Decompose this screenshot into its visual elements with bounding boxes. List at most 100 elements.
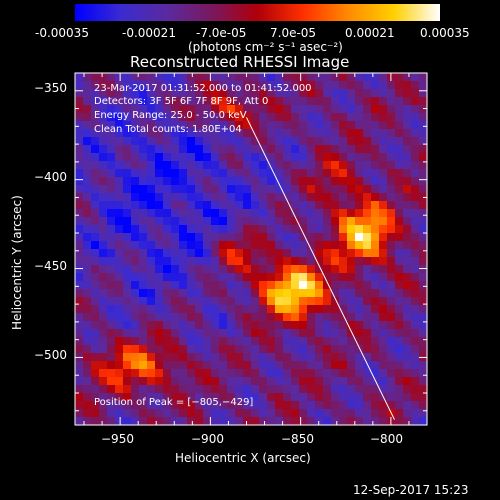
heatmap-cell	[195, 113, 204, 122]
heatmap-cell	[347, 369, 356, 378]
heatmap-cell	[315, 73, 324, 82]
heatmap-cell	[275, 369, 284, 378]
heatmap-cell	[371, 289, 380, 298]
heatmap-cell	[211, 225, 220, 234]
heatmap-cell	[123, 145, 132, 154]
heatmap-cell	[291, 129, 300, 138]
heatmap-cell	[259, 161, 268, 170]
heatmap-cell	[299, 249, 308, 258]
heatmap-cell	[307, 145, 316, 154]
heatmap-cell	[139, 289, 148, 298]
heatmap-cell	[107, 161, 116, 170]
heatmap-cell	[395, 89, 404, 98]
heatmap-cell	[243, 145, 252, 154]
heatmap-cell	[195, 385, 204, 394]
heatmap-cell	[155, 97, 164, 106]
heatmap-cell	[139, 105, 148, 114]
heatmap-cell	[211, 297, 220, 306]
heatmap-cell	[147, 105, 156, 114]
heatmap-cell	[227, 361, 236, 370]
heatmap-cell	[283, 81, 292, 90]
heatmap-cell	[355, 321, 364, 330]
heatmap-cell	[171, 249, 180, 258]
heatmap-cell	[395, 297, 404, 306]
heatmap-cell	[299, 201, 308, 210]
heatmap-cell	[83, 385, 92, 394]
heatmap-cell	[331, 145, 340, 154]
heatmap-cell	[251, 241, 260, 250]
heatmap-cell	[211, 241, 220, 250]
heatmap-cell	[371, 145, 380, 154]
heatmap-cell	[235, 393, 244, 402]
heatmap-cell	[219, 337, 228, 346]
heatmap-cell	[123, 153, 132, 162]
heatmap-cell	[147, 361, 156, 370]
heatmap-cell	[211, 209, 220, 218]
heatmap-cell	[211, 89, 220, 98]
heatmap-cell	[331, 105, 340, 114]
heatmap-cell	[371, 193, 380, 202]
heatmap-cell	[91, 201, 100, 210]
heatmap-cell	[211, 305, 220, 314]
heatmap-cell	[235, 289, 244, 298]
heatmap-cell	[171, 257, 180, 266]
heatmap-cell	[323, 193, 332, 202]
heatmap-cell	[107, 145, 116, 154]
heatmap-cell	[395, 369, 404, 378]
heatmap-cell	[371, 113, 380, 122]
heatmap-cell	[211, 161, 220, 170]
colorbar-tick: -0.00035	[35, 26, 89, 40]
heatmap-cell	[179, 401, 188, 410]
heatmap-cell	[299, 321, 308, 330]
heatmap-cell	[147, 281, 156, 290]
heatmap-cell	[187, 121, 196, 130]
heatmap-cell	[147, 193, 156, 202]
heatmap-cell	[419, 169, 428, 178]
heatmap-cell	[211, 337, 220, 346]
heatmap-cell	[227, 321, 236, 330]
heatmap-cell	[315, 257, 324, 266]
heatmap-cell	[395, 129, 404, 138]
heatmap-cell	[211, 321, 220, 330]
heatmap-cell	[83, 225, 92, 234]
heatmap-cell	[395, 217, 404, 226]
detectors-label: Detectors: 3F 5F 6F 7F 8F 9F, Att 0	[94, 96, 269, 107]
heatmap-cell	[187, 177, 196, 186]
heatmap-cell	[291, 377, 300, 386]
heatmap-cell	[307, 241, 316, 250]
heatmap-cell	[147, 273, 156, 282]
heatmap-cell	[155, 281, 164, 290]
heatmap-cell	[363, 185, 372, 194]
heatmap-cell	[307, 89, 316, 98]
heatmap-cell	[267, 321, 276, 330]
heatmap-cell	[91, 401, 100, 410]
heatmap-cell	[411, 201, 420, 210]
heatmap-cell	[147, 113, 156, 122]
heatmap-cell	[419, 121, 428, 130]
heatmap-cell	[243, 313, 252, 322]
heatmap-cell	[331, 377, 340, 386]
heatmap-cell	[275, 401, 284, 410]
heatmap-cell	[91, 377, 100, 386]
heatmap-cell	[235, 337, 244, 346]
heatmap-cell	[99, 177, 108, 186]
heatmap-cell	[243, 265, 252, 274]
heatmap-cell	[291, 289, 300, 298]
heatmap-cell	[195, 217, 204, 226]
heatmap-cell	[235, 209, 244, 218]
heatmap-cell	[203, 281, 212, 290]
heatmap-cell	[363, 385, 372, 394]
heatmap-cell	[283, 241, 292, 250]
heatmap-cell	[347, 105, 356, 114]
heatmap-cell	[299, 113, 308, 122]
heatmap-cell	[291, 97, 300, 106]
heatmap-cell	[347, 137, 356, 146]
heatmap-cell	[291, 81, 300, 90]
heatmap-cell	[99, 417, 108, 426]
heatmap-cell	[251, 209, 260, 218]
heatmap-cell	[363, 393, 372, 402]
heatmap-cell	[267, 145, 276, 154]
heatmap-cell	[123, 233, 132, 242]
heatmap-cell	[195, 361, 204, 370]
heatmap-cell	[403, 281, 412, 290]
